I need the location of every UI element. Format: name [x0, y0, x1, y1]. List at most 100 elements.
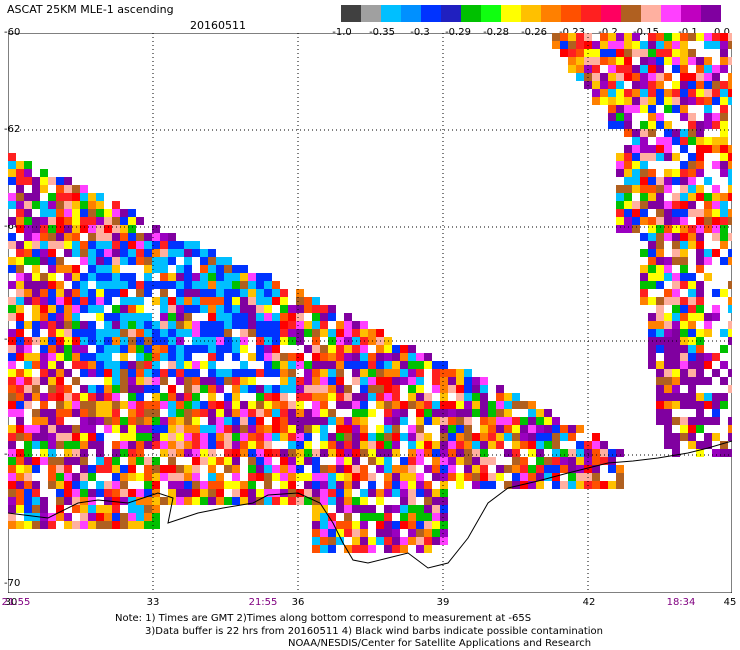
wind-cell	[168, 409, 176, 417]
wind-cell	[304, 361, 312, 369]
wind-cell	[128, 425, 136, 433]
wind-cell	[648, 281, 656, 289]
wind-cell	[304, 433, 312, 441]
wind-cell	[312, 321, 320, 329]
wind-cell	[376, 369, 384, 377]
wind-cell	[280, 433, 288, 441]
wind-cell	[664, 89, 672, 97]
wind-cell	[680, 417, 688, 425]
wind-cell	[128, 393, 136, 401]
wind-cell	[344, 361, 352, 369]
wind-cell	[656, 361, 664, 369]
wind-cell	[720, 65, 728, 73]
wind-cell	[648, 121, 656, 129]
wind-cell	[152, 361, 160, 369]
wind-cell	[256, 273, 264, 281]
wind-cell	[664, 41, 672, 49]
wind-cell	[240, 433, 248, 441]
wind-cell	[168, 433, 176, 441]
wind-cell	[648, 313, 656, 321]
wind-cell	[240, 321, 248, 329]
wind-cell	[712, 89, 720, 97]
wind-cell	[640, 145, 648, 153]
wind-cell	[456, 377, 464, 385]
wind-cell	[328, 529, 336, 537]
wind-cell	[32, 505, 40, 513]
wind-cell	[328, 433, 336, 441]
wind-cell	[128, 521, 136, 529]
wind-cell	[624, 33, 632, 41]
wind-cell	[616, 225, 624, 233]
wind-cell	[384, 393, 392, 401]
wind-cell	[472, 473, 480, 481]
wind-cell	[288, 449, 296, 457]
wind-cell	[240, 481, 248, 489]
wind-cell	[224, 321, 232, 329]
wind-cell	[168, 425, 176, 433]
wind-cell	[720, 57, 728, 65]
wind-cell	[48, 385, 56, 393]
wind-cell	[640, 249, 648, 257]
wind-cell	[8, 201, 16, 209]
wind-cell	[136, 513, 144, 521]
wind-cell	[488, 457, 496, 465]
wind-cell	[320, 321, 328, 329]
wind-cell	[88, 473, 96, 481]
wind-cell	[368, 537, 376, 545]
wind-cell	[152, 249, 160, 257]
wind-cell	[632, 73, 640, 81]
wind-cell	[656, 137, 664, 145]
wind-cell	[96, 209, 104, 217]
wind-cell	[136, 433, 144, 441]
wind-cell	[192, 305, 200, 313]
wind-cell	[112, 409, 120, 417]
wind-cell	[552, 481, 560, 489]
wind-cell	[48, 209, 56, 217]
wind-cell	[104, 393, 112, 401]
wind-cell	[664, 433, 672, 441]
wind-cell	[720, 233, 728, 241]
wind-cell	[704, 321, 712, 329]
wind-cell	[128, 329, 136, 337]
wind-cell	[104, 233, 112, 241]
wind-cell	[136, 409, 144, 417]
wind-cell	[80, 329, 88, 337]
wind-cell	[720, 113, 728, 121]
wind-cell	[168, 249, 176, 257]
wind-cell	[352, 409, 360, 417]
wind-cell	[424, 353, 432, 361]
wind-cell	[24, 441, 32, 449]
wind-cell	[200, 273, 208, 281]
wind-cell	[128, 257, 136, 265]
wind-cell	[144, 353, 152, 361]
wind-cell	[8, 177, 16, 185]
wind-cell	[600, 481, 608, 489]
wind-cell	[384, 545, 392, 553]
wind-cell	[280, 369, 288, 377]
product-title: ASCAT 25KM MLE-1 ascending	[7, 3, 174, 16]
wind-cell	[576, 457, 584, 465]
wind-cell	[520, 401, 528, 409]
wind-cell	[664, 121, 672, 129]
wind-cell	[64, 401, 72, 409]
wind-cell	[432, 417, 440, 425]
wind-cell	[312, 449, 320, 457]
wind-cell	[72, 505, 80, 513]
wind-cell	[120, 521, 128, 529]
wind-cell	[416, 353, 424, 361]
wind-cell	[688, 441, 696, 449]
wind-cell	[600, 33, 608, 41]
wind-cell	[616, 481, 624, 489]
wind-cell	[680, 329, 688, 337]
wind-cell	[304, 345, 312, 353]
wind-cell	[8, 457, 16, 465]
wind-cell	[176, 417, 184, 425]
wind-cell	[656, 89, 664, 97]
wind-cell	[64, 225, 72, 233]
wind-cell	[632, 129, 640, 137]
wind-cell	[376, 457, 384, 465]
wind-cell	[320, 313, 328, 321]
wind-cell	[432, 441, 440, 449]
wind-cell	[104, 481, 112, 489]
wind-cell	[128, 513, 136, 521]
